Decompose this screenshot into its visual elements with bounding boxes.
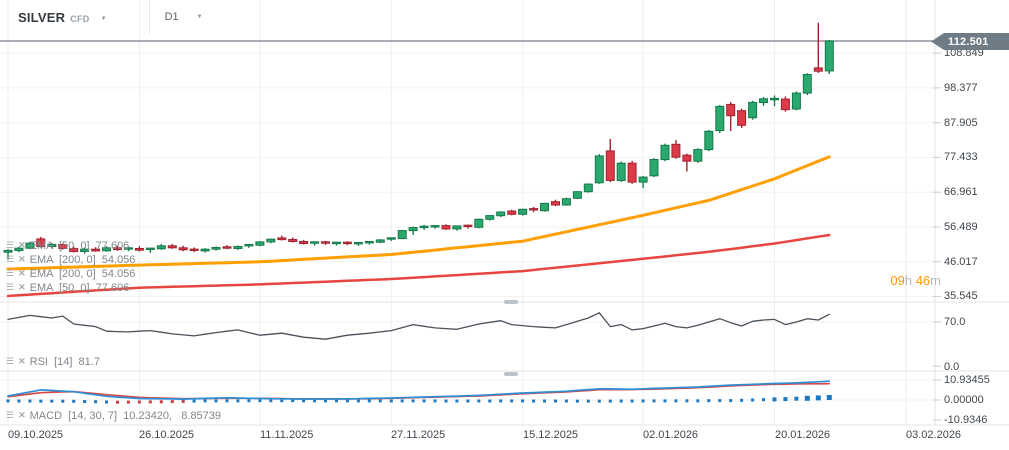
header-divider	[148, 0, 150, 34]
indicator-close-icon[interactable]: ✕	[18, 410, 26, 420]
indicator-settings-icon[interactable]: ☰	[6, 410, 15, 420]
panel-resize-handle[interactable]	[504, 300, 518, 304]
timeframe-selector[interactable]: D1 ▼	[150, 11, 203, 23]
ema-lines-layer	[6, 155, 831, 298]
date-tick-label: 09.10.2025	[8, 429, 64, 441]
countdown-minutes: 46	[912, 273, 931, 288]
indicator-row-ema50-a: ☰ ✕ EMA [50, 0] 77.606	[6, 239, 129, 252]
chevron-down-icon: ▼	[100, 15, 107, 22]
indicator-close-icon[interactable]: ✕	[18, 282, 26, 292]
candle-countdown-timer: 09h 46m	[890, 273, 941, 288]
rsi-line-layer	[7, 312, 830, 340]
macd-tick-label: 10.93455	[944, 374, 990, 386]
candles-layer	[3, 22, 834, 260]
chart-header: SILVER CFD ▼ D1 ▼	[0, 0, 203, 34]
macd-tick-label: 0.00000	[944, 394, 984, 406]
price-tick-label: 77.433	[944, 151, 978, 163]
panel-resize-handle[interactable]	[504, 372, 518, 376]
date-tick-label: 03.02.2026	[906, 429, 962, 441]
indicator-settings-icon[interactable]: ☰	[6, 240, 15, 250]
date-tick-label: 02.01.2026	[643, 429, 699, 441]
indicator-close-icon[interactable]: ✕	[18, 240, 26, 250]
indicator-close-icon[interactable]: ✕	[18, 268, 26, 278]
price-tick-label: 98.377	[944, 82, 978, 94]
price-tick-label: 66.961	[944, 186, 978, 198]
countdown-hours: 09	[890, 273, 905, 288]
indicator-label: EMA [200, 0] 54.056	[29, 267, 136, 280]
indicator-row-rsi: ☰ ✕ RSI [14] 81.7	[6, 355, 100, 368]
countdown-minutes-unit: m	[930, 273, 941, 288]
indicator-settings-icon[interactable]: ☰	[6, 254, 15, 264]
date-tick-label: 11.11.2025	[260, 429, 314, 441]
market-type-label: CFD	[70, 13, 90, 24]
symbol-name: SILVER	[18, 9, 66, 25]
indicator-label: MACD [14, 30, 7] 10.23420, 8.85739	[29, 409, 222, 422]
indicator-row-ema200-a: ☰ ✕ EMA [200, 0] 54.056	[6, 253, 135, 266]
indicator-close-icon[interactable]: ✕	[18, 254, 26, 264]
date-tick-label: 27.11.2025	[391, 429, 446, 441]
indicator-label: RSI [14] 81.7	[29, 355, 100, 368]
macd-tick-label: -10.9346	[944, 414, 988, 426]
indicator-label: EMA [50, 0] 77.606	[29, 239, 130, 252]
chevron-down-icon: ▼	[196, 14, 203, 20]
current-price-badge: 112.501	[931, 33, 1009, 50]
date-tick-label: 15.12.2025	[523, 429, 579, 441]
symbol-selector[interactable]: SILVER CFD ▼	[0, 10, 107, 25]
date-tick-label: 20.01.2026	[775, 429, 831, 441]
indicator-label: EMA [200, 0] 54.056	[29, 253, 136, 266]
indicator-row-ema200-b: ☰ ✕ EMA [200, 0] 54.056	[6, 267, 135, 280]
indicator-settings-icon[interactable]: ☰	[6, 268, 15, 278]
price-tick-label: 87.905	[944, 117, 978, 129]
indicator-row-macd: ☰ ✕ MACD [14, 30, 7] 10.23420, 8.85739	[6, 409, 221, 422]
countdown-hours-unit: h	[904, 273, 913, 288]
price-tick-label: 35.545	[944, 290, 978, 302]
indicator-close-icon[interactable]: ✕	[18, 356, 26, 366]
rsi-tick-label: 0.0	[944, 361, 960, 373]
indicator-settings-icon[interactable]: ☰	[6, 282, 15, 292]
indicator-settings-icon[interactable]: ☰	[6, 356, 15, 366]
price-tick-label: 108.849	[944, 47, 984, 59]
indicator-label: EMA [50, 0] 77.606	[29, 281, 130, 294]
macd-layer	[6, 380, 832, 404]
date-tick-label: 26.10.2025	[139, 429, 195, 441]
timeframe-label: D1	[164, 11, 179, 23]
rsi-tick-label: 70.0	[944, 316, 966, 328]
price-tick-label: 56.489	[944, 221, 978, 233]
indicator-row-ema50-b: ☰ ✕ EMA [50, 0] 77.606	[6, 281, 129, 294]
price-tick-label: 46.017	[944, 256, 978, 268]
current-price-value: 112.501	[948, 35, 989, 48]
